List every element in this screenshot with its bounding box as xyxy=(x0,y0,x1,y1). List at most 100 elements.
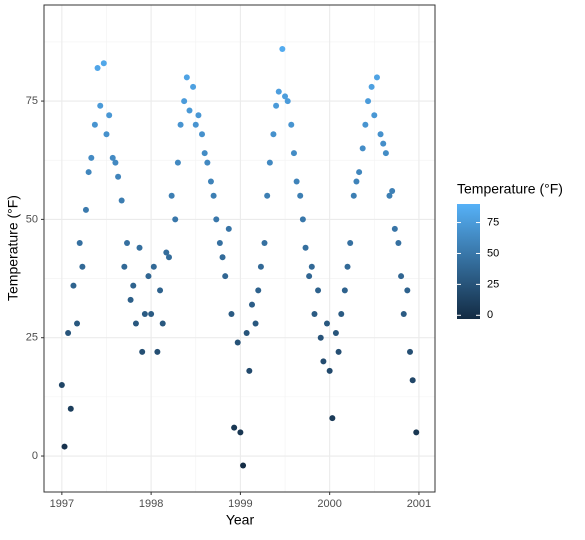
point xyxy=(377,131,384,138)
point xyxy=(284,98,291,105)
point xyxy=(413,429,420,436)
point xyxy=(139,348,146,355)
point xyxy=(400,311,407,318)
point xyxy=(266,159,273,166)
point xyxy=(183,74,190,81)
point xyxy=(112,159,119,166)
colorbar-label: 50 xyxy=(487,247,499,259)
point xyxy=(293,178,300,185)
point xyxy=(100,60,107,67)
point xyxy=(389,187,396,194)
colorbar-label: 75 xyxy=(487,216,499,228)
legend-title: Temperature (°F) xyxy=(457,181,563,197)
x-tick-label: 1999 xyxy=(228,498,252,510)
point xyxy=(172,216,179,223)
point xyxy=(275,88,282,95)
point xyxy=(231,424,238,431)
point xyxy=(157,287,164,294)
point xyxy=(329,415,336,422)
point xyxy=(190,83,197,90)
point xyxy=(79,263,86,270)
point xyxy=(121,263,128,270)
point xyxy=(216,240,223,247)
point xyxy=(127,296,134,303)
point xyxy=(213,216,220,223)
point xyxy=(308,263,315,270)
y-tick-label: 50 xyxy=(26,213,38,225)
point xyxy=(273,102,280,109)
point xyxy=(141,311,148,318)
point xyxy=(302,244,309,251)
point xyxy=(67,405,74,412)
point xyxy=(74,320,81,327)
point xyxy=(145,273,152,280)
point xyxy=(373,74,380,81)
point xyxy=(207,178,214,185)
point xyxy=(150,263,157,270)
point xyxy=(243,329,250,336)
x-tick-label: 2001 xyxy=(407,498,431,510)
point xyxy=(234,339,241,346)
point xyxy=(97,102,104,109)
point xyxy=(85,169,92,176)
panel-border xyxy=(43,4,436,493)
point xyxy=(311,311,318,318)
point xyxy=(240,462,247,469)
point xyxy=(130,282,137,289)
point xyxy=(106,112,113,119)
point xyxy=(165,254,172,261)
point xyxy=(109,154,116,161)
point xyxy=(407,348,414,355)
point xyxy=(391,225,398,232)
point xyxy=(225,225,232,232)
y-axis-title: Temperature (°F) xyxy=(5,195,21,301)
point xyxy=(210,192,217,199)
point xyxy=(382,150,389,157)
point xyxy=(409,377,416,384)
point xyxy=(359,145,366,152)
colorbar-label: 0 xyxy=(487,309,493,321)
point xyxy=(195,112,202,119)
point xyxy=(228,311,235,318)
point xyxy=(103,131,110,138)
point xyxy=(365,98,372,105)
point xyxy=(320,358,327,365)
point xyxy=(163,249,170,256)
point xyxy=(88,154,95,161)
point xyxy=(290,150,297,157)
point xyxy=(118,197,125,204)
point xyxy=(368,83,375,90)
point xyxy=(356,169,363,176)
point xyxy=(353,178,360,185)
point xyxy=(248,301,255,308)
x-tick-label: 1997 xyxy=(50,498,74,510)
point xyxy=(261,240,268,247)
x-tick-label: 2000 xyxy=(317,498,341,510)
point xyxy=(192,121,199,128)
point xyxy=(380,140,387,147)
point xyxy=(317,334,324,341)
point xyxy=(279,46,286,53)
point xyxy=(94,64,101,71)
point xyxy=(257,263,264,270)
x-tick-label: 1998 xyxy=(139,498,163,510)
point xyxy=(282,93,289,100)
x-axis-title: Year xyxy=(226,512,255,528)
point xyxy=(297,192,304,199)
point xyxy=(362,121,369,128)
point xyxy=(288,121,295,128)
point xyxy=(181,98,188,105)
point xyxy=(326,367,333,374)
point xyxy=(338,311,345,318)
point xyxy=(404,287,411,294)
point xyxy=(174,159,181,166)
point xyxy=(332,329,339,336)
point xyxy=(341,287,348,294)
point xyxy=(177,121,184,128)
point xyxy=(115,173,122,180)
point xyxy=(299,216,306,223)
point xyxy=(255,287,262,294)
point xyxy=(82,206,89,213)
